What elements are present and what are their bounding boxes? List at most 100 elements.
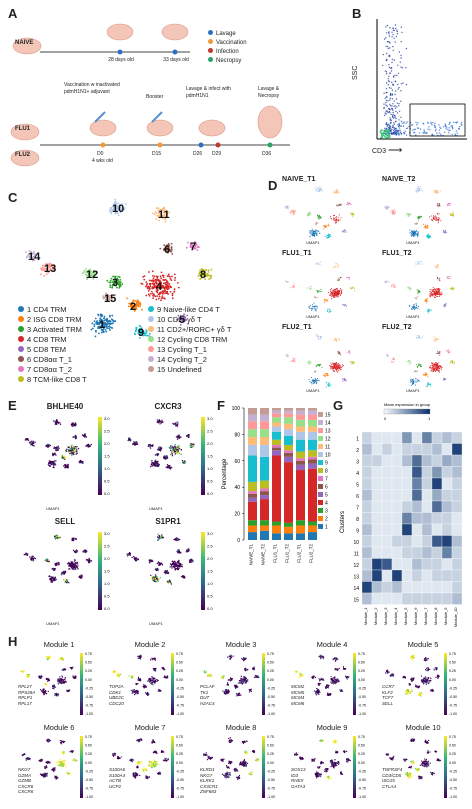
legend-swatch-2 bbox=[318, 516, 323, 521]
flu-booster-dot bbox=[158, 143, 163, 148]
colorbar bbox=[80, 736, 83, 798]
heatmap-cell bbox=[392, 582, 402, 594]
legend-necropsy: Necropsy bbox=[208, 57, 247, 64]
heatmap-cell bbox=[392, 444, 402, 456]
bar-segment-FLU1_T2-5 bbox=[284, 457, 293, 462]
group-flu2: FLU2 bbox=[15, 152, 30, 158]
heatmap-cell bbox=[372, 455, 382, 467]
gene-title: CXCR3 bbox=[117, 402, 219, 411]
heatmap-cell bbox=[422, 444, 432, 456]
heatmap-cell bbox=[432, 501, 442, 513]
heatmap-cell bbox=[422, 513, 432, 525]
module-gene-list: PCLAF TK1 DUT H2AC4 bbox=[200, 684, 215, 706]
heatmap-cell bbox=[442, 536, 452, 548]
svg-text:2.5: 2.5 bbox=[104, 429, 110, 434]
heatmap-cell bbox=[432, 432, 442, 444]
legend-vaccination: Vaccination bbox=[208, 39, 247, 46]
heatmap-cell bbox=[402, 559, 412, 571]
bar-segment-FLU1_T1-4 bbox=[272, 456, 281, 522]
colorbar bbox=[201, 417, 205, 495]
pig-icon-infect bbox=[199, 120, 225, 136]
heatmap-cell bbox=[372, 547, 382, 559]
bar-segment-FLU2_T2-9 bbox=[308, 440, 317, 451]
heatmap-cell bbox=[402, 582, 412, 594]
heatmap-cell bbox=[452, 478, 462, 490]
umap-axis-x: UMAP1 bbox=[46, 621, 60, 626]
row-label: 8 bbox=[356, 517, 359, 523]
heatmap-cell bbox=[392, 570, 402, 582]
bar-segment-FLU1_T2-13 bbox=[284, 413, 293, 417]
flow-xlabel: CD3 ⟶ bbox=[372, 145, 402, 156]
legend-cluster-3: 3 Activated TRM bbox=[18, 325, 87, 335]
cluster-label-3: 3 bbox=[112, 277, 118, 289]
heatmap-cell bbox=[452, 559, 462, 571]
flow-cell-cloud bbox=[380, 24, 463, 139]
heatmap-cell bbox=[412, 570, 422, 582]
bar-segment-FLU1_T1-8 bbox=[272, 440, 281, 445]
heatmap-cell bbox=[382, 582, 392, 594]
legend-swatch-4 bbox=[318, 500, 323, 505]
heatmap-cell bbox=[432, 524, 442, 536]
heatmap-cell bbox=[372, 524, 382, 536]
heatmap-cell bbox=[442, 455, 452, 467]
heatmap-cell bbox=[422, 467, 432, 479]
event-necropsy: Lavage & Necropsy bbox=[258, 86, 298, 100]
module-gene-list: KLRD1 NKG7 KLRK1 CX3CR1 ZNF683 bbox=[200, 767, 218, 795]
module-title: Module 4 bbox=[287, 640, 377, 649]
cluster-label-10: 10 bbox=[112, 203, 124, 215]
heatmap-cell bbox=[372, 444, 382, 456]
legend-swatch-3 bbox=[318, 508, 323, 513]
legend-swatch bbox=[148, 346, 154, 352]
bar-segment-FLU2_T2-1 bbox=[308, 532, 317, 540]
flu-lavage-dot bbox=[199, 143, 204, 148]
bar-segment-FLU2_T1-12 bbox=[296, 420, 305, 427]
legend-cluster-8: 8 TCM-like CD8 T bbox=[18, 375, 87, 385]
sample-title: FLU1_T1 bbox=[282, 250, 312, 257]
module-gene-list: CCR7 KLF2 TCF7 SELL bbox=[382, 684, 394, 706]
umap-axis-x: UMAP1 bbox=[306, 314, 320, 319]
row-label: 7 bbox=[356, 506, 359, 512]
umap-axis-x: UMAP1 bbox=[149, 621, 163, 626]
heatmap-cell bbox=[372, 501, 382, 513]
heatmap-cell bbox=[452, 547, 462, 559]
legend-swatch-12 bbox=[318, 436, 323, 441]
legend-swatch-1 bbox=[318, 524, 323, 529]
flu-infection-dot bbox=[216, 143, 221, 148]
heatmap-cell bbox=[422, 536, 432, 548]
svg-text:2.0: 2.0 bbox=[207, 441, 213, 446]
heatmap-cell bbox=[412, 432, 422, 444]
heatmap-cell bbox=[442, 513, 452, 525]
heatmap-cell bbox=[412, 513, 422, 525]
heatmap-cell bbox=[412, 501, 422, 513]
bar-segment-FLU1_T1-11 bbox=[272, 423, 281, 427]
heatmap-cell bbox=[442, 444, 452, 456]
module-title: Module 10 bbox=[378, 723, 468, 732]
heatmap-cell bbox=[422, 455, 432, 467]
heatmap-cell bbox=[452, 455, 462, 467]
y-tick-label: 20 bbox=[234, 512, 240, 518]
bar-segment-FLU2_T1-1 bbox=[296, 533, 305, 540]
bar-segment-NAIVE_T2-12 bbox=[260, 429, 269, 437]
heatmap-cell bbox=[362, 444, 372, 456]
legend-dot-infection bbox=[208, 48, 213, 53]
bar-segment-NAIVE_T1-4 bbox=[248, 502, 257, 520]
pig-icon-vaccination bbox=[90, 120, 116, 136]
day-d29: D29 bbox=[212, 151, 221, 157]
heatmap-cell bbox=[432, 570, 442, 582]
row-label: 2 bbox=[356, 448, 359, 454]
row-label: 11 bbox=[354, 552, 359, 558]
row-label: 14 bbox=[353, 586, 359, 592]
heatmap-cell bbox=[372, 490, 382, 502]
heatmap-cell bbox=[442, 490, 452, 502]
bar-segment-FLU2_T1-13 bbox=[296, 415, 305, 420]
legend-label-11: 11 bbox=[325, 445, 330, 451]
legend-swatch-9 bbox=[318, 460, 323, 465]
heatmap-cell bbox=[442, 478, 452, 490]
